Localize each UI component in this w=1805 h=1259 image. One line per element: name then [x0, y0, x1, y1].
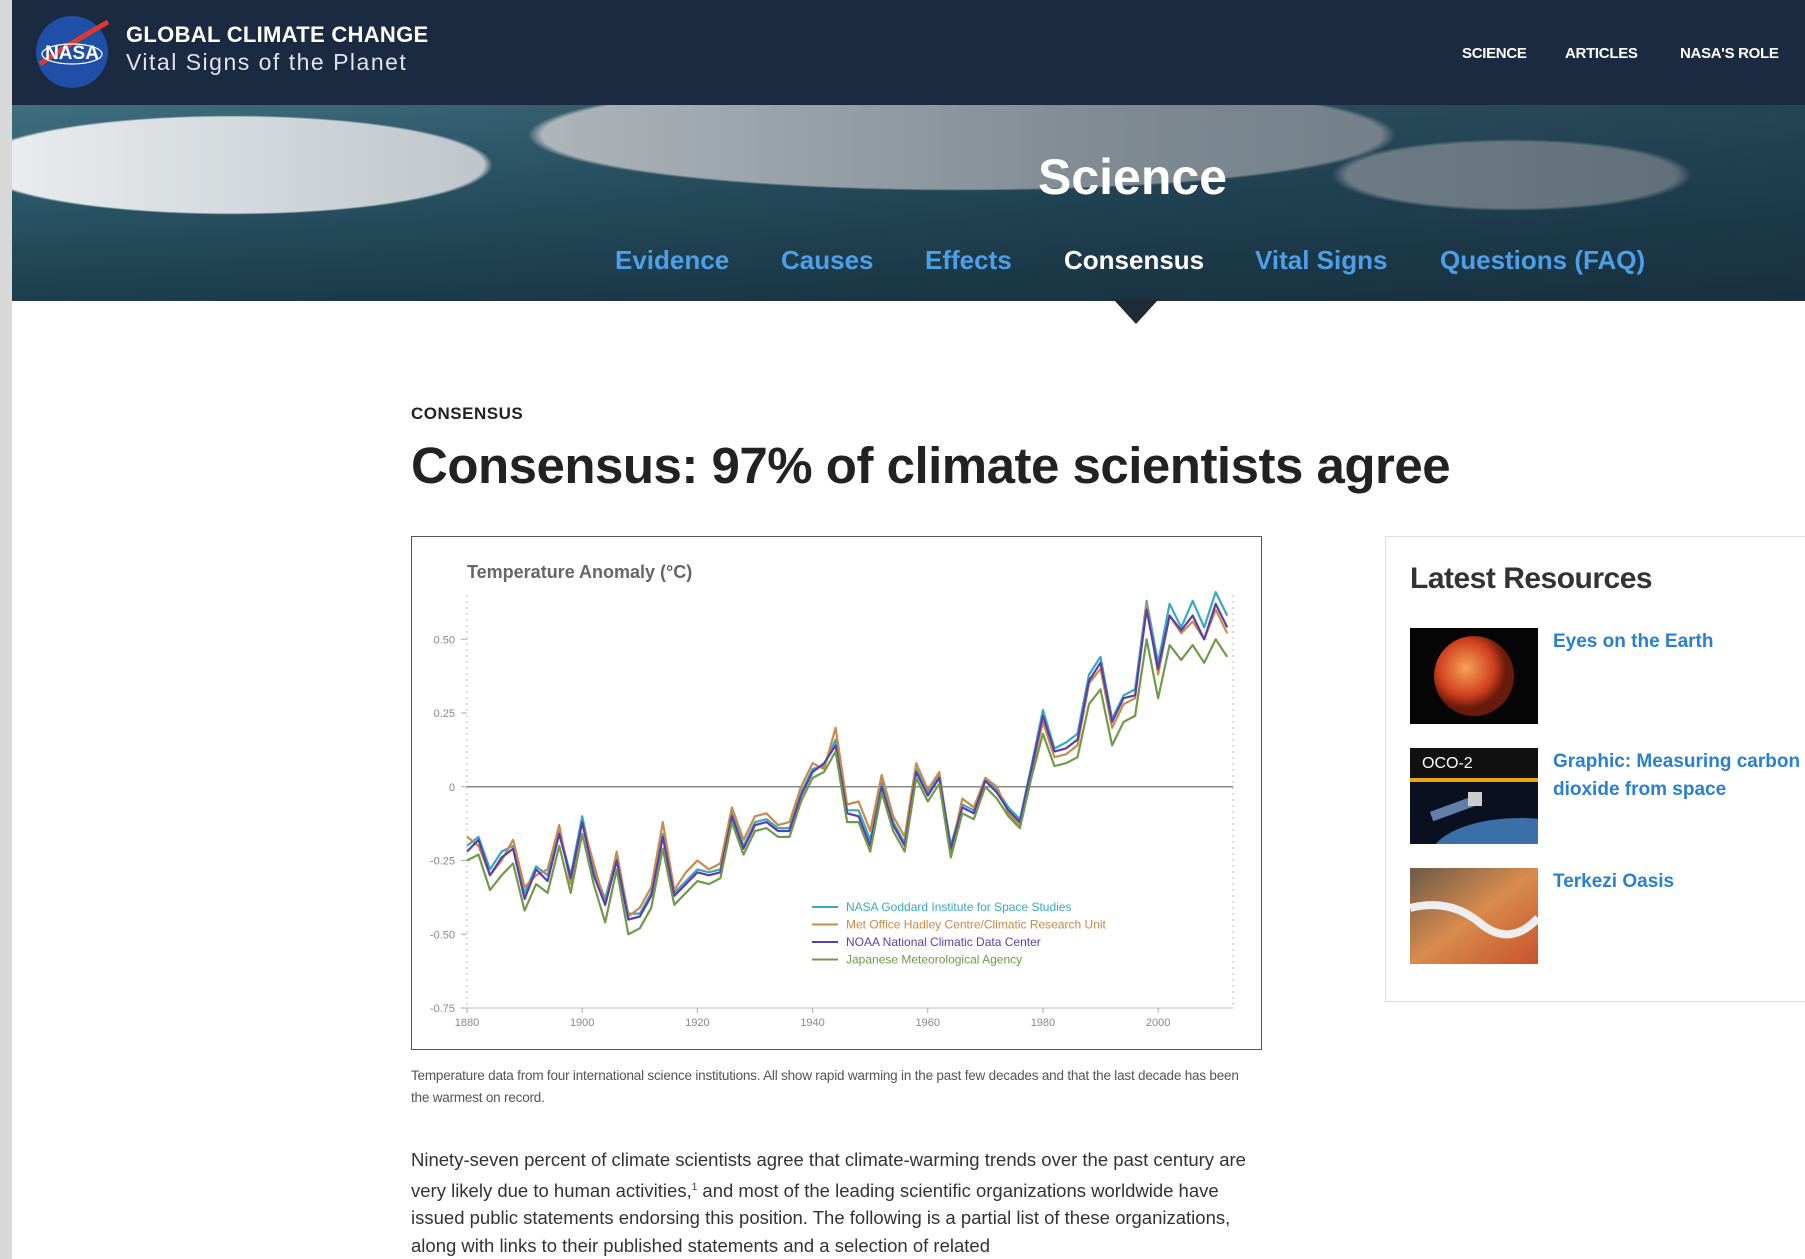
tab-indicator — [1114, 300, 1158, 324]
sidebar-title: Latest Resources — [1410, 562, 1653, 595]
body-text: Ninety-seven percent of climate scientis… — [411, 1146, 1261, 1259]
x-tick-label: 1880 — [455, 1017, 479, 1029]
section-tab[interactable]: Consensus — [1064, 245, 1205, 275]
body-text-part: Ninety-seven percent of climate scientis… — [411, 1149, 1246, 1201]
resource-link[interactable]: Graphic: Measuring carbon dioxide from s… — [1553, 751, 1801, 800]
legend-label: NASA Goddard Institute for Space Studies — [846, 900, 1071, 914]
footnote-ref[interactable]: 1 — [691, 1181, 698, 1193]
nasa-logo[interactable]: NASA — [32, 12, 112, 92]
y-tick-label: 0.50 — [434, 634, 455, 646]
section-tab[interactable]: Causes — [781, 245, 874, 275]
caption: Temperature data from four international… — [411, 1068, 1239, 1105]
thumbnail[interactable] — [1410, 868, 1538, 964]
y-tick-label: -0.50 — [430, 929, 455, 941]
chart-title: Temperature Anomaly (°C) — [467, 562, 692, 582]
nav-link[interactable]: ARTICLES — [1565, 45, 1638, 62]
section-tab[interactable]: Vital Signs — [1255, 245, 1388, 275]
site-subtitle: Vital Signs of the Planet — [126, 49, 408, 75]
legend-label: Japanese Meteorological Agency — [846, 953, 1022, 967]
section-tab[interactable]: Effects — [925, 245, 1012, 275]
article-title: Consensus: 97% of climate scientists agr… — [411, 437, 1451, 494]
chart: Temperature Anomaly (°C) -0.75 -0.50 -0.25… — [430, 562, 1234, 1029]
thumbnail[interactable]: OCO-2 — [1410, 748, 1538, 844]
data-line — [466, 602, 1229, 921]
legend-label: Met Office Hadley Centre/Climatic Resear… — [846, 918, 1107, 932]
logo-text: NASA — [45, 43, 99, 64]
thumbnail-label: OCO-2 — [1422, 755, 1473, 772]
resource-link[interactable]: Eyes on the Earth — [1553, 631, 1714, 652]
data-line — [466, 590, 1229, 915]
site-title[interactable]: GLOBAL CLIMATE CHANGE — [126, 22, 429, 47]
hero-title: Science — [1038, 149, 1228, 205]
sidebar — [1385, 536, 1805, 1002]
x-tick-label: 2000 — [1146, 1017, 1170, 1029]
side-strip — [0, 0, 12, 1259]
y-tick-label: 0.25 — [434, 708, 455, 720]
x-tick-label: 1920 — [685, 1017, 709, 1029]
data-line — [466, 638, 1229, 936]
y-tick-label: 0 — [449, 782, 455, 794]
thumbnail[interactable] — [1410, 628, 1538, 724]
y-tick-label: -0.75 — [430, 1003, 455, 1015]
resource-link[interactable]: Terkezi Oasis — [1553, 871, 1675, 892]
hero-banner — [12, 105, 1805, 301]
x-tick-label: 1940 — [800, 1017, 824, 1029]
body-text-part: and most of the leading scientific organ… — [411, 1179, 1231, 1256]
legend-label: NOAA National Climatic Data Center — [846, 935, 1041, 949]
section-tab[interactable]: Questions (FAQ) — [1440, 245, 1646, 275]
header — [12, 0, 1805, 105]
x-tick-label: 1980 — [1031, 1017, 1055, 1029]
kicker: CONSENSUS — [411, 404, 524, 423]
nav-link[interactable]: NASA'S ROLE — [1680, 45, 1779, 62]
chart-frame: Temperature Anomaly (°C) -0.75 -0.50 -0.25… — [411, 536, 1262, 1050]
x-tick-label: 1960 — [916, 1017, 940, 1029]
nav-link[interactable]: SCIENCE — [1462, 45, 1527, 62]
y-tick-label: -0.25 — [430, 856, 455, 868]
section-tab[interactable]: Evidence — [615, 245, 730, 275]
data-line — [466, 602, 1229, 918]
x-tick-label: 1900 — [570, 1017, 594, 1029]
